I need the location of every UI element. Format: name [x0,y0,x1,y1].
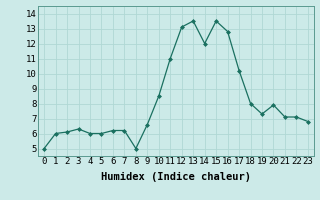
X-axis label: Humidex (Indice chaleur): Humidex (Indice chaleur) [101,172,251,182]
